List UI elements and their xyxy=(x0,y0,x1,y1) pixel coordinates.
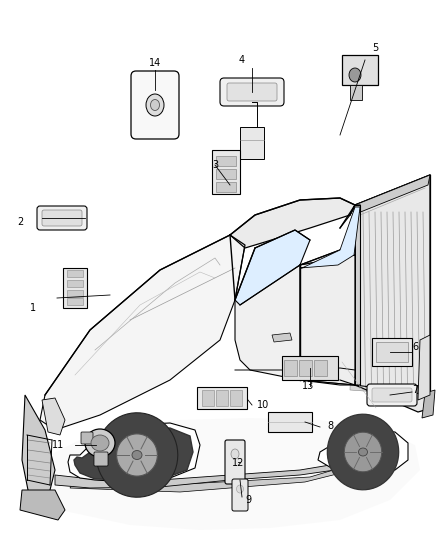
Polygon shape xyxy=(74,428,193,480)
Bar xyxy=(197,387,247,409)
FancyBboxPatch shape xyxy=(131,71,179,139)
Bar xyxy=(282,356,338,380)
Polygon shape xyxy=(350,180,425,395)
Text: 5: 5 xyxy=(372,43,378,53)
Polygon shape xyxy=(25,418,420,530)
Text: 3: 3 xyxy=(212,160,218,170)
Bar xyxy=(240,127,264,159)
Bar xyxy=(67,298,83,305)
Ellipse shape xyxy=(358,448,367,456)
FancyBboxPatch shape xyxy=(37,206,87,230)
Text: 9: 9 xyxy=(245,495,251,505)
Bar xyxy=(350,85,362,100)
Polygon shape xyxy=(70,465,350,492)
Ellipse shape xyxy=(349,68,361,82)
Polygon shape xyxy=(20,490,65,520)
Polygon shape xyxy=(55,455,380,488)
FancyBboxPatch shape xyxy=(367,384,417,406)
FancyBboxPatch shape xyxy=(81,432,93,444)
Bar xyxy=(67,280,83,287)
FancyBboxPatch shape xyxy=(227,83,277,101)
Text: 14: 14 xyxy=(149,58,161,68)
Text: 2: 2 xyxy=(17,217,23,227)
Bar xyxy=(216,182,236,192)
Bar xyxy=(372,338,412,366)
Text: 12: 12 xyxy=(232,458,244,468)
FancyBboxPatch shape xyxy=(372,388,412,402)
Ellipse shape xyxy=(151,100,159,110)
Polygon shape xyxy=(300,207,360,268)
Bar xyxy=(230,390,242,406)
Polygon shape xyxy=(355,175,430,412)
Polygon shape xyxy=(300,255,360,385)
Polygon shape xyxy=(42,398,65,435)
Bar xyxy=(284,360,297,376)
FancyBboxPatch shape xyxy=(94,452,108,466)
Ellipse shape xyxy=(231,449,239,459)
Polygon shape xyxy=(96,413,178,497)
Polygon shape xyxy=(117,434,157,476)
Polygon shape xyxy=(272,333,292,342)
Ellipse shape xyxy=(91,435,109,451)
Polygon shape xyxy=(327,414,399,490)
Bar xyxy=(342,55,378,85)
Polygon shape xyxy=(235,230,310,305)
Bar xyxy=(299,360,312,376)
Polygon shape xyxy=(422,390,435,418)
Ellipse shape xyxy=(237,485,244,493)
Ellipse shape xyxy=(146,94,164,116)
Polygon shape xyxy=(353,175,430,215)
Polygon shape xyxy=(318,430,408,475)
Bar xyxy=(268,412,312,432)
Bar xyxy=(216,169,236,179)
FancyBboxPatch shape xyxy=(42,210,82,226)
Polygon shape xyxy=(418,335,430,400)
Bar xyxy=(202,390,214,406)
Text: 6: 6 xyxy=(412,342,418,352)
Text: 11: 11 xyxy=(52,440,64,450)
Bar xyxy=(67,290,83,297)
FancyBboxPatch shape xyxy=(225,440,245,484)
Bar xyxy=(376,342,408,362)
Ellipse shape xyxy=(132,450,142,459)
Text: 7: 7 xyxy=(412,385,418,395)
Polygon shape xyxy=(68,423,200,482)
Polygon shape xyxy=(344,432,381,472)
Text: 1: 1 xyxy=(30,303,36,313)
Polygon shape xyxy=(40,235,245,430)
Bar xyxy=(216,390,228,406)
Polygon shape xyxy=(230,198,355,248)
Polygon shape xyxy=(355,205,360,385)
Polygon shape xyxy=(235,250,355,385)
Bar xyxy=(314,360,327,376)
Bar xyxy=(212,150,240,194)
Ellipse shape xyxy=(85,429,115,457)
Text: 4: 4 xyxy=(239,55,245,65)
Text: 13: 13 xyxy=(302,381,314,391)
FancyBboxPatch shape xyxy=(220,78,284,106)
Text: 10: 10 xyxy=(257,400,269,410)
Polygon shape xyxy=(22,395,55,500)
Text: 8: 8 xyxy=(327,421,333,431)
Bar xyxy=(63,268,87,308)
FancyBboxPatch shape xyxy=(232,479,248,511)
Bar xyxy=(67,270,83,277)
Bar xyxy=(216,156,236,166)
